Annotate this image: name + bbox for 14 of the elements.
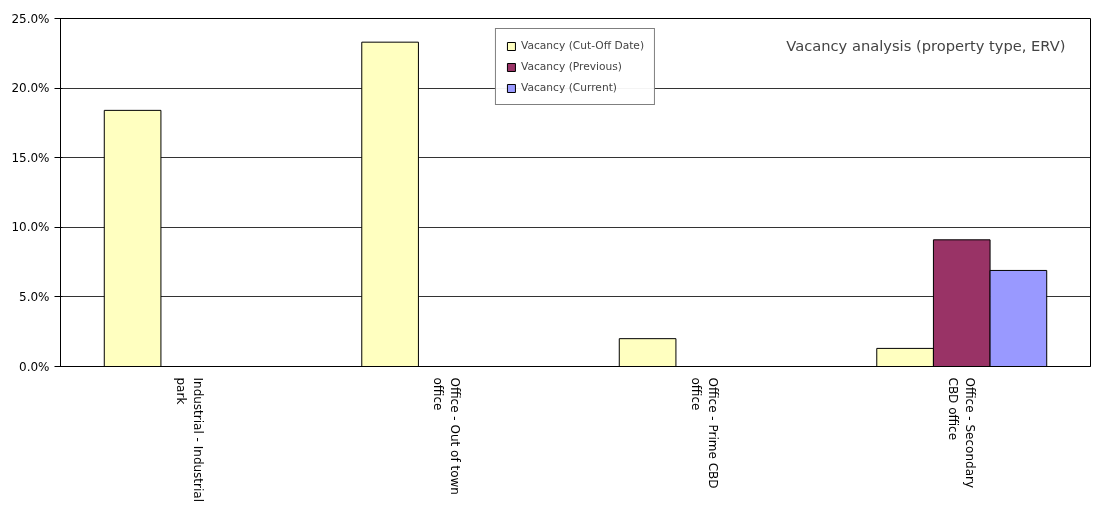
x-tick-label: Office - Secondary CBD office — [946, 377, 978, 489]
y-tick-label: 0.0% — [19, 359, 50, 374]
legend-label: Vacancy (Cut-Off Date) — [520, 39, 645, 52]
text: Vacancy analysis (property type, ERV) — [786, 36, 1066, 54]
legend-label: Vacancy (Current) — [520, 81, 617, 94]
y-tick-label: 10.0% — [11, 220, 50, 235]
x-tick-label: Office - Prime CBD office — [688, 377, 720, 489]
y-tick-label: 15.0% — [11, 150, 50, 165]
legend-label: Vacancy (Previous) — [520, 60, 622, 73]
x-tick-label: Industrial - Industrial park — [173, 377, 205, 503]
y-tick-label: 20.0% — [11, 81, 50, 96]
y-tick-label: 25.0% — [11, 11, 50, 26]
x-tick-label: Office - Out of town office — [431, 377, 463, 495]
y-tick-label: 5.0% — [19, 289, 50, 304]
